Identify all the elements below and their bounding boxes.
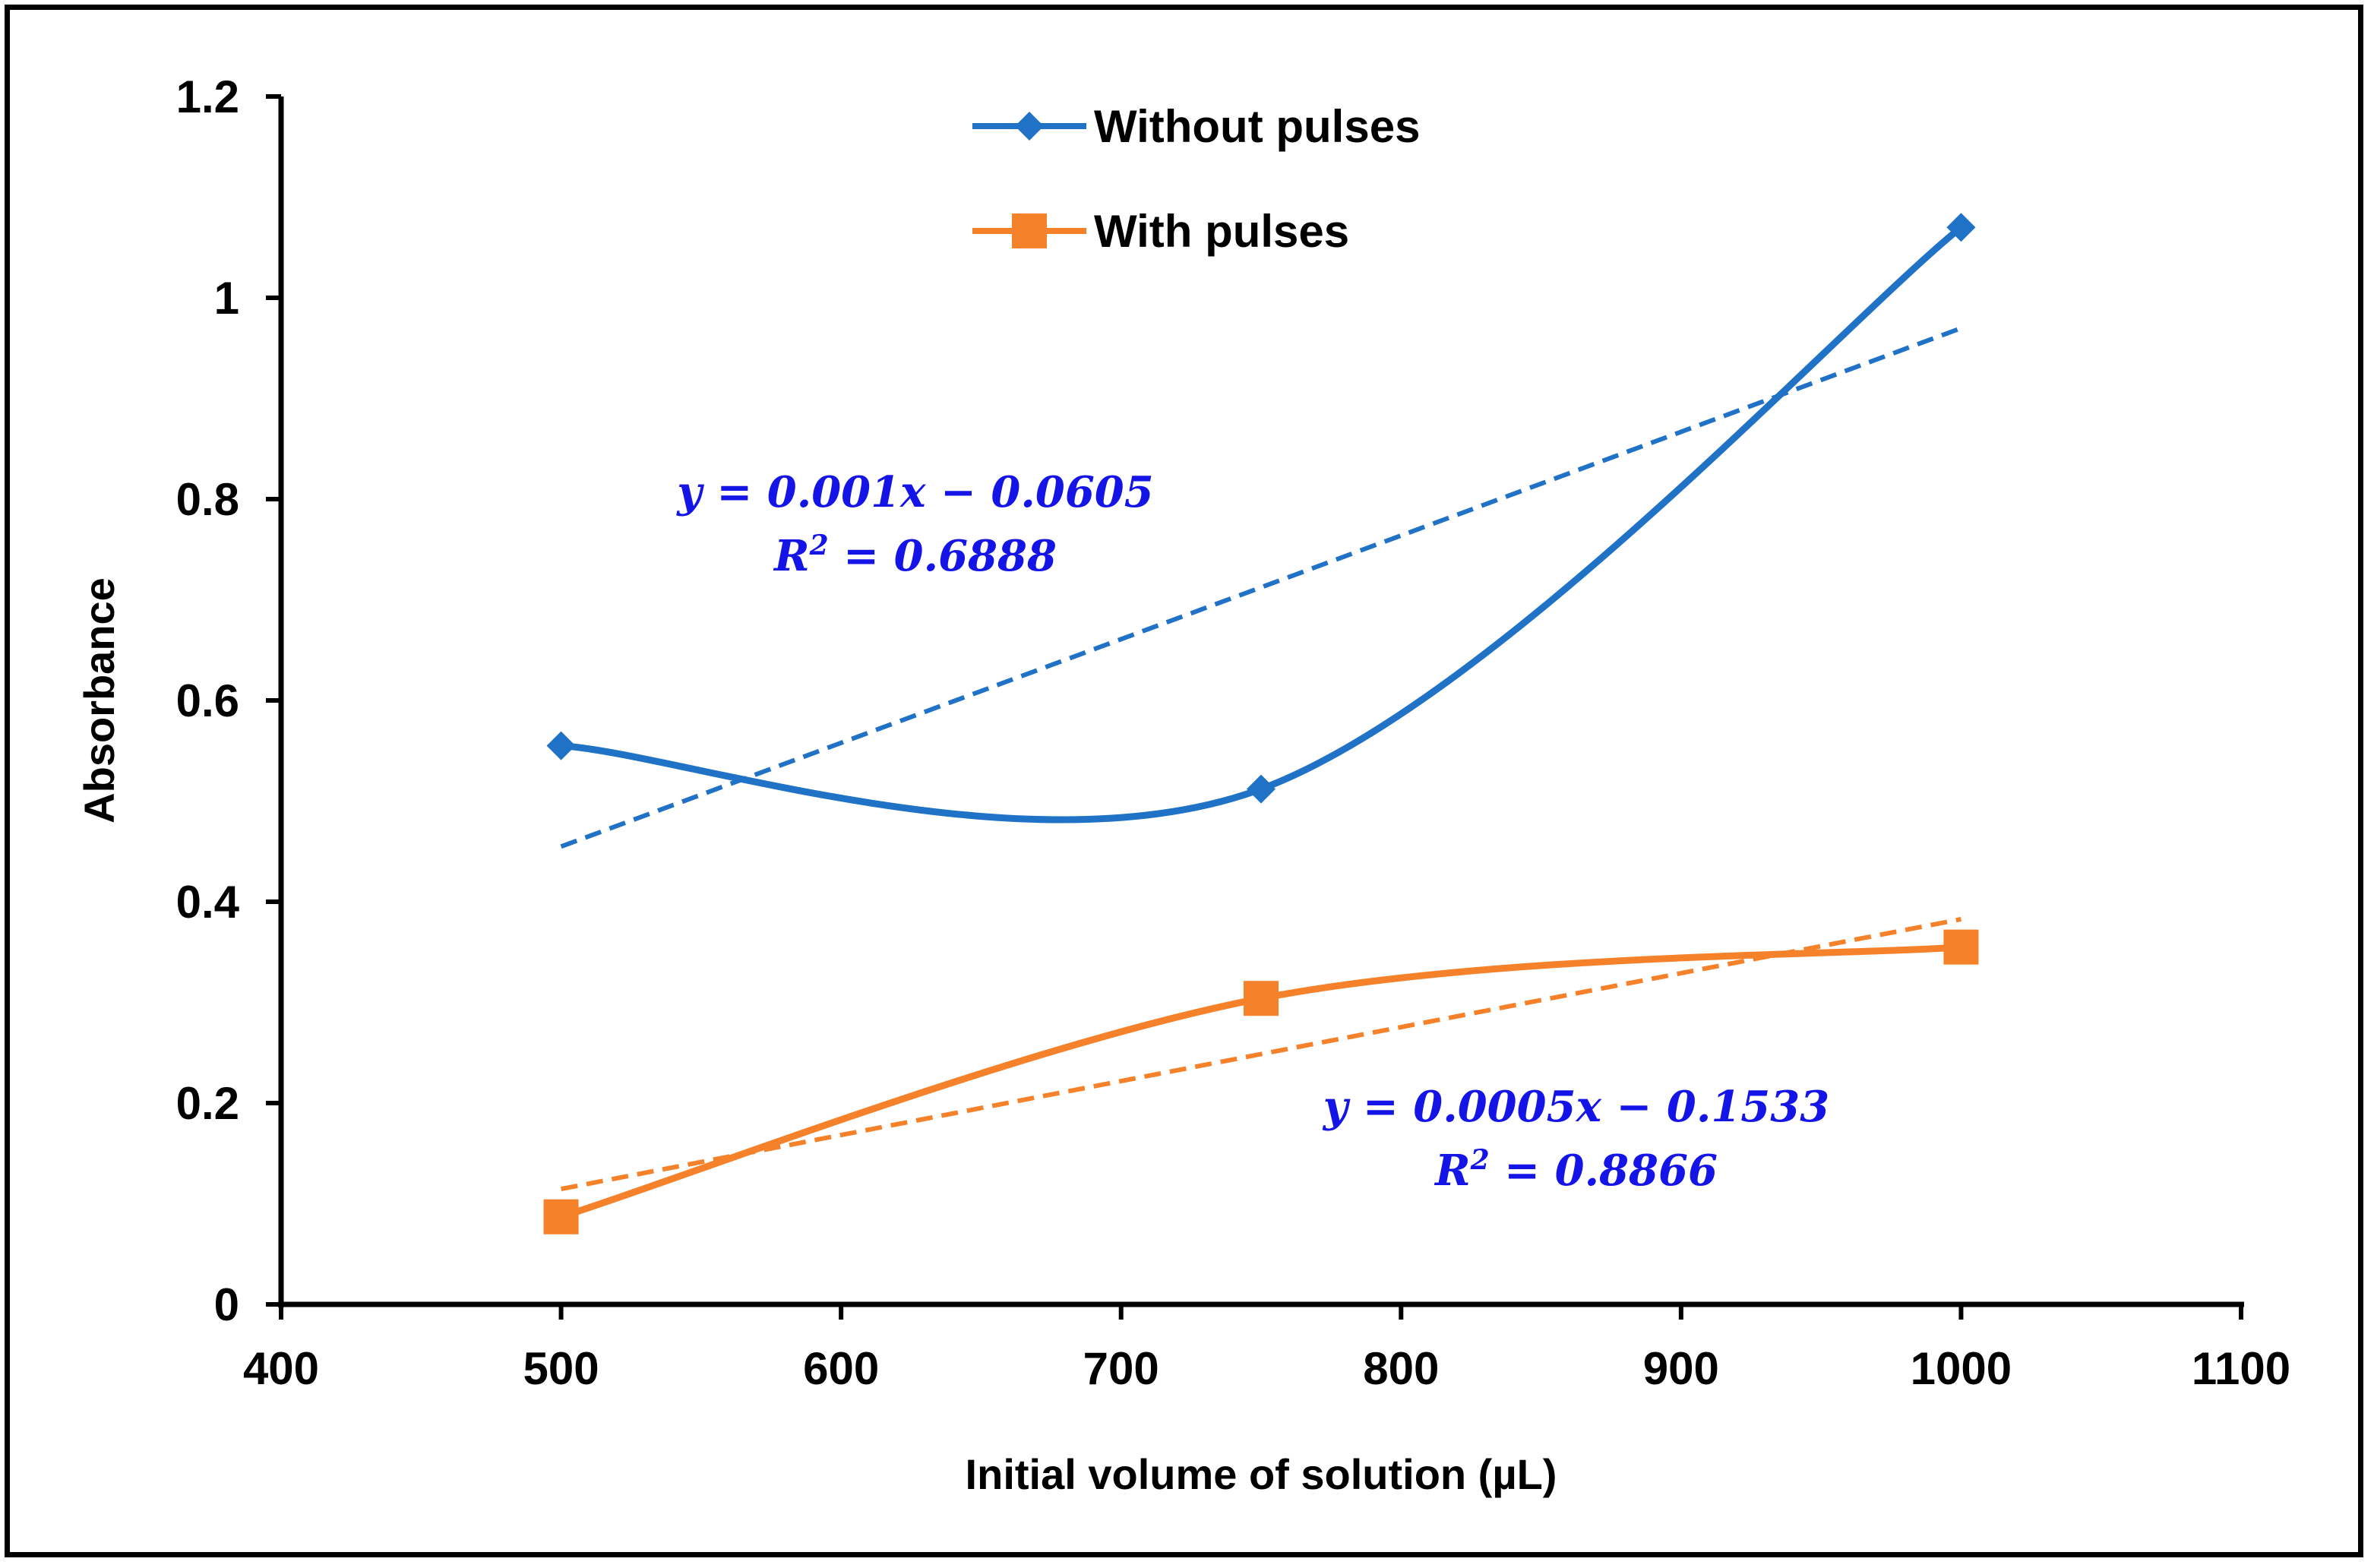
trendline-annotations: y = 0.001x − 0.0605 R2 = 0.6888 y = 0.00… — [675, 467, 1829, 1196]
plot-layer — [543, 213, 1979, 1234]
x-tick-label: 600 — [803, 1343, 879, 1394]
data-point-with-pulses — [1943, 929, 1979, 965]
x-tick-label: 700 — [1083, 1343, 1159, 1394]
legend-marker-without-pulses — [1015, 112, 1044, 141]
r2-exponent: 2 — [809, 530, 829, 561]
series-line-without-pulses — [561, 224, 1964, 824]
data-point-with-pulses — [1244, 981, 1279, 1016]
x-tick-label: 800 — [1363, 1343, 1439, 1394]
r2-symbol: R — [773, 531, 810, 581]
legend-marker-with-pulses — [1012, 213, 1047, 248]
trendline-with-pulses — [561, 917, 1961, 1192]
trendline-equation-without-pulses: y = 0.001x − 0.0605 — [675, 467, 1153, 517]
ticks-layer: 400 500 600 700 800 900 1000 1100 0 0.2 0.4 0.6 0.8 1… — [176, 71, 2291, 1394]
y-axis-title: Absorbance — [75, 577, 123, 824]
axes-layer — [278, 96, 2244, 1307]
trendline-equation-with-pulses: y = 0.0005x − 0.1533 — [1322, 1082, 1829, 1132]
trendline-r2-without-pulses: R2 = 0.6888 — [773, 530, 1057, 581]
legend-label-without-pulses: Without pulses — [1094, 101, 1420, 152]
chart-frame — [5, 5, 2363, 1557]
y-tick-label: 0 — [214, 1279, 239, 1330]
legend-label-with-pulses: With pulses — [1094, 206, 1349, 257]
x-tick-label: 900 — [1643, 1343, 1719, 1394]
x-tick-label: 1000 — [1911, 1343, 2012, 1394]
data-point-without-pulses — [1946, 213, 1976, 242]
r2-value: = 0.8866 — [1490, 1146, 1718, 1196]
x-tick-label: 500 — [523, 1343, 599, 1394]
y-tick-label: 0.8 — [176, 474, 239, 525]
data-point-with-pulses — [543, 1199, 579, 1234]
data-point-without-pulses — [1247, 774, 1276, 804]
y-tick-label: 0.2 — [176, 1078, 239, 1129]
data-point-without-pulses — [546, 731, 576, 760]
x-tick-label: 400 — [243, 1343, 319, 1394]
y-tick-label: 1.2 — [176, 71, 239, 122]
trendline-without-pulses — [560, 326, 1962, 849]
y-tick-label: 0.6 — [176, 675, 239, 726]
y-tick-label: 0.4 — [176, 877, 240, 928]
r2-symbol: R — [1434, 1146, 1471, 1196]
trendline-r2-with-pulses: R2 = 0.8866 — [1434, 1144, 1718, 1196]
legend: Without pulses With pulses — [972, 101, 1420, 257]
r2-value: = 0.6888 — [829, 531, 1057, 581]
x-tick-label: 1100 — [2192, 1343, 2290, 1394]
y-tick-label: 1 — [214, 273, 239, 324]
x-axis-title: Initial volume of solution (µL) — [966, 1450, 1557, 1498]
r2-exponent: 2 — [1470, 1144, 1490, 1176]
